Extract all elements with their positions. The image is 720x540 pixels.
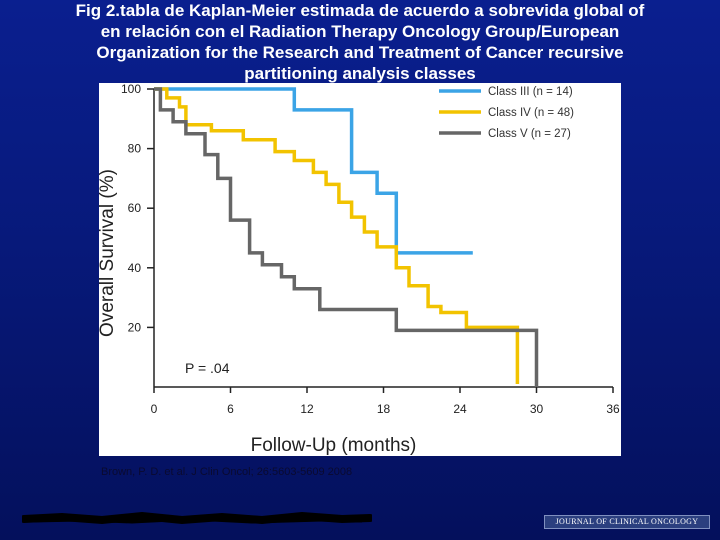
slide-title: Fig 2.tabla de Kaplan-Meier estimada de … bbox=[0, 0, 720, 84]
y-tick-label: 60 bbox=[128, 201, 142, 215]
title-line: partitioning analysis classes bbox=[244, 64, 476, 83]
x-tick-label: 18 bbox=[377, 402, 391, 416]
y-tick-label: 40 bbox=[128, 261, 142, 275]
y-tick-label: 100 bbox=[121, 83, 141, 96]
redacted-scribble bbox=[22, 512, 372, 525]
x-tick-label: 6 bbox=[227, 402, 234, 416]
journal-badge: JOURNAL OF CLINICAL ONCOLOGY bbox=[544, 515, 710, 529]
title-line: en relación con el Radiation Therapy Onc… bbox=[100, 22, 620, 41]
x-axis-label: Follow-Up (months) bbox=[251, 435, 417, 456]
y-axis-label: Overall Survival (%) bbox=[99, 169, 118, 337]
x-tick-label: 12 bbox=[300, 402, 314, 416]
series-line-2 bbox=[154, 87, 520, 384]
chart-svg: 20 40 60 80 100 0 6 12 18 24 30 36 Follow-Up (months… bbox=[99, 83, 620, 456]
x-tick-label: 0 bbox=[151, 402, 158, 416]
legend-label-2: Class IV (n = 48) bbox=[488, 107, 574, 119]
citation: Brown, P. D. et al. J Clin Oncol; 26:560… bbox=[101, 466, 353, 478]
title-line: Fig 2.tabla de Kaplan-Meier estimada de … bbox=[75, 1, 645, 20]
x-tick-label: 36 bbox=[606, 402, 620, 416]
y-tick-label: 20 bbox=[128, 320, 142, 334]
y-tick-label: 80 bbox=[128, 142, 142, 156]
legend-label-1: Class III (n = 14) bbox=[488, 86, 573, 98]
x-tick-label: 24 bbox=[453, 402, 467, 416]
title-line: Organization for the Research and Treatm… bbox=[96, 43, 624, 62]
x-tick-label: 30 bbox=[530, 402, 544, 416]
p-value-annotation: P = .04 bbox=[185, 360, 230, 376]
series-line-1 bbox=[154, 87, 473, 255]
series-line-3 bbox=[154, 87, 539, 387]
kaplan-meier-chart: 20 40 60 80 100 0 6 12 18 24 30 36 Follow-Up (months… bbox=[99, 83, 621, 456]
legend-label-3: Class V (n = 27) bbox=[488, 128, 571, 140]
